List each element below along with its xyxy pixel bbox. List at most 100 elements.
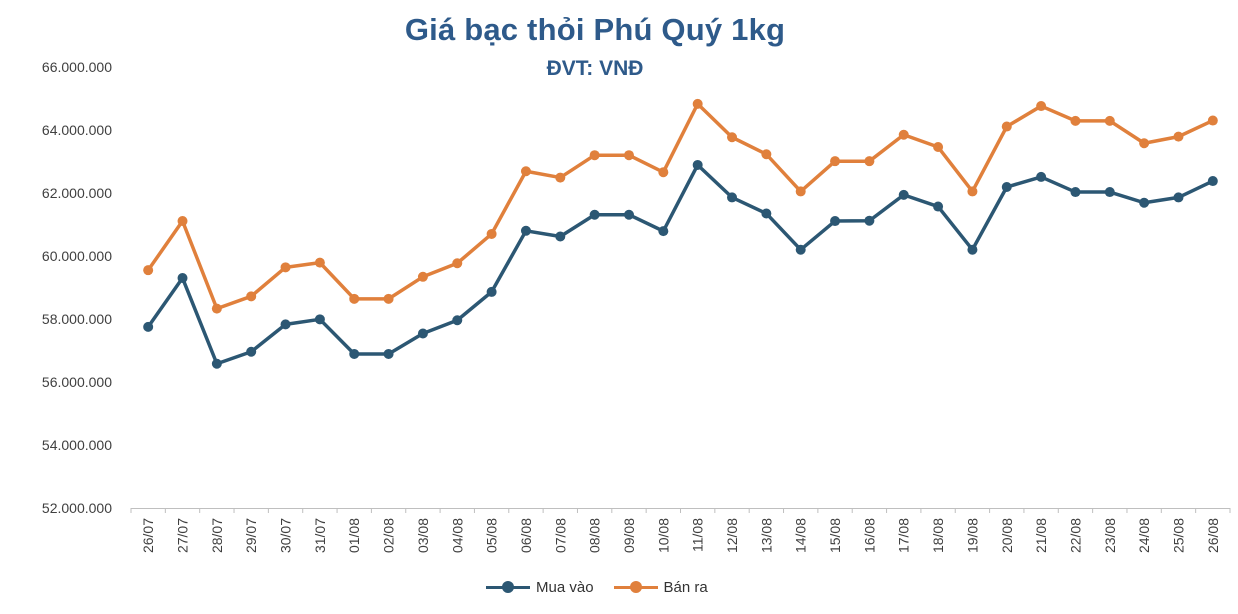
data-point-mua-vao bbox=[795, 244, 806, 255]
x-tick-label: 15/08 bbox=[827, 518, 843, 553]
data-point-mua-vao bbox=[623, 209, 634, 220]
data-point-ban-ra bbox=[658, 167, 669, 178]
legend-label-mua-vao: Mua vào bbox=[536, 578, 594, 596]
data-point-ban-ra bbox=[1070, 115, 1081, 126]
data-point-ban-ra bbox=[417, 271, 428, 282]
x-tick-label: 29/07 bbox=[243, 518, 259, 553]
y-tick-label: 58.000.000 bbox=[42, 311, 112, 327]
y-tick-label: 62.000.000 bbox=[42, 185, 112, 201]
y-tick-label: 52.000.000 bbox=[42, 500, 112, 516]
legend-item-ban-ra: Bán ra bbox=[613, 577, 708, 597]
data-point-ban-ra bbox=[280, 262, 291, 273]
data-point-ban-ra bbox=[452, 258, 463, 269]
data-point-mua-vao bbox=[1139, 197, 1150, 208]
x-tick-label: 05/08 bbox=[484, 518, 500, 553]
data-point-ban-ra bbox=[1001, 121, 1012, 132]
data-point-ban-ra bbox=[246, 291, 257, 302]
data-point-ban-ra bbox=[555, 172, 566, 183]
chart-subtitle: ĐVT: VNĐ bbox=[546, 57, 644, 80]
data-point-mua-vao bbox=[1173, 192, 1184, 203]
data-point-ban-ra bbox=[1207, 115, 1218, 126]
legend-swatch-mua-vao bbox=[486, 577, 530, 597]
data-point-mua-vao bbox=[898, 189, 909, 200]
x-tick-label: 26/08 bbox=[1205, 518, 1221, 553]
data-point-mua-vao bbox=[143, 321, 154, 332]
x-tick-label: 16/08 bbox=[861, 518, 877, 553]
series-line-mua-vao bbox=[146, 163, 1215, 366]
data-point-ban-ra bbox=[692, 98, 703, 109]
chart-title: Giá bạc thỏi Phú Quý 1kg bbox=[404, 12, 786, 47]
legend-marker-ban-ra bbox=[629, 581, 642, 593]
data-point-mua-vao bbox=[1104, 187, 1115, 198]
data-point-mua-vao bbox=[452, 315, 463, 326]
chart-legend: Mua vào Bán ra bbox=[486, 577, 728, 597]
legend-marker-mua-vao bbox=[502, 581, 514, 593]
data-point-ban-ra bbox=[864, 156, 875, 167]
x-tick-label: 24/08 bbox=[1136, 518, 1152, 553]
data-point-mua-vao bbox=[727, 192, 738, 203]
data-point-ban-ra bbox=[314, 257, 325, 268]
data-point-ban-ra bbox=[761, 149, 772, 160]
y-tick-label: 54.000.000 bbox=[42, 437, 112, 453]
data-point-mua-vao bbox=[349, 348, 360, 359]
data-point-ban-ra bbox=[898, 129, 909, 140]
data-point-ban-ra bbox=[486, 228, 497, 239]
data-point-ban-ra bbox=[383, 293, 394, 304]
y-tick-label: 56.000.000 bbox=[42, 374, 112, 390]
y-tick-label: 60.000.000 bbox=[42, 248, 112, 264]
x-tick-label: 22/08 bbox=[1067, 518, 1083, 553]
x-tick-label: 03/08 bbox=[415, 518, 431, 553]
x-tick-label: 27/07 bbox=[175, 518, 191, 553]
x-tick-label: 26/07 bbox=[140, 518, 156, 553]
x-tick-label: 14/08 bbox=[793, 518, 809, 553]
data-point-mua-vao bbox=[246, 346, 257, 357]
x-tick-label: 02/08 bbox=[381, 518, 397, 553]
legend-swatch-ban-ra bbox=[613, 577, 658, 597]
data-point-mua-vao bbox=[1001, 182, 1012, 193]
x-tick-label: 10/08 bbox=[655, 518, 671, 553]
data-point-mua-vao bbox=[589, 209, 600, 220]
x-tick-label: 23/08 bbox=[1102, 518, 1118, 553]
x-tick-label: 09/08 bbox=[621, 518, 637, 553]
data-point-mua-vao bbox=[211, 358, 222, 369]
x-tick-label: 19/08 bbox=[964, 518, 980, 553]
x-tick-label: 28/07 bbox=[209, 518, 225, 553]
x-tick-label: 13/08 bbox=[758, 518, 774, 553]
data-point-mua-vao bbox=[692, 159, 703, 170]
x-tick-label: 08/08 bbox=[587, 518, 603, 553]
legend-label-ban-ra: Bán ra bbox=[663, 578, 708, 596]
data-point-mua-vao bbox=[486, 286, 497, 297]
data-point-mua-vao bbox=[864, 215, 875, 226]
data-point-mua-vao bbox=[1036, 171, 1047, 182]
data-point-ban-ra bbox=[1139, 138, 1150, 149]
x-tick-label: 25/08 bbox=[1170, 518, 1186, 553]
data-point-ban-ra bbox=[727, 132, 738, 143]
series-line-ban-ra bbox=[146, 102, 1215, 311]
data-point-ban-ra bbox=[933, 142, 944, 153]
data-point-mua-vao bbox=[830, 216, 841, 227]
x-tick-label: 11/08 bbox=[690, 518, 706, 552]
x-tick-label: 18/08 bbox=[930, 518, 946, 553]
data-point-mua-vao bbox=[314, 314, 325, 325]
x-tick-label: 06/08 bbox=[518, 518, 534, 553]
data-point-mua-vao bbox=[520, 225, 531, 236]
data-point-ban-ra bbox=[967, 186, 978, 197]
x-tick-label: 30/07 bbox=[278, 518, 294, 553]
data-point-ban-ra bbox=[143, 265, 154, 276]
data-point-mua-vao bbox=[280, 319, 291, 330]
data-point-mua-vao bbox=[933, 201, 944, 212]
x-tick-label: 17/08 bbox=[896, 518, 912, 553]
data-point-mua-vao bbox=[761, 208, 772, 219]
data-point-ban-ra bbox=[520, 166, 531, 177]
data-point-mua-vao bbox=[1070, 187, 1081, 198]
x-tick-label: 07/08 bbox=[552, 518, 568, 553]
data-point-mua-vao bbox=[555, 231, 566, 242]
data-point-ban-ra bbox=[623, 150, 634, 161]
y-tick-label: 64.000.000 bbox=[42, 122, 112, 138]
x-tick-label: 21/08 bbox=[1033, 518, 1049, 553]
x-tick-label: 04/08 bbox=[449, 518, 465, 553]
data-point-ban-ra bbox=[1104, 115, 1115, 126]
data-point-mua-vao bbox=[417, 328, 428, 339]
data-point-ban-ra bbox=[211, 303, 222, 314]
